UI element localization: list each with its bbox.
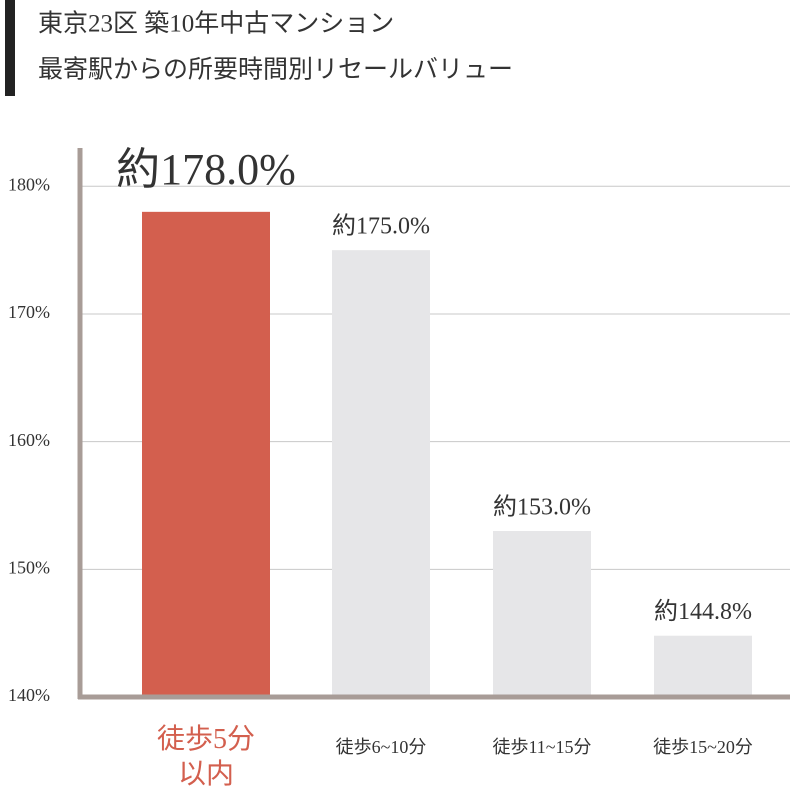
value-label: 約144.8%	[654, 598, 752, 625]
chart-subtitle: 最寄駅からの所要時間別リセールバリュー	[38, 56, 513, 84]
bar	[332, 250, 430, 698]
y-tick-label: 160%	[8, 430, 50, 450]
y-tick-label: 180%	[8, 174, 50, 194]
value-label: 約175.0%	[332, 213, 430, 240]
y-tick-label: 150%	[8, 557, 50, 577]
title-bar	[5, 0, 15, 96]
x-tick-label: 徒歩15~20分	[653, 737, 753, 757]
x-tick-label: 徒歩5分以内	[156, 724, 255, 790]
y-tick-label: 140%	[8, 685, 50, 705]
y-tick-label: 170%	[8, 302, 50, 322]
bar	[654, 635, 752, 697]
bar	[493, 531, 591, 697]
x-tick-label: 徒歩11~15分	[492, 737, 592, 757]
value-label: 約153.0%	[493, 494, 591, 521]
bar	[142, 211, 270, 697]
chart-title: 東京23区 築10年中古マンション	[38, 10, 394, 38]
value-label: 約178.0%	[116, 145, 296, 194]
x-tick-label: 徒歩6~10分	[335, 737, 427, 757]
